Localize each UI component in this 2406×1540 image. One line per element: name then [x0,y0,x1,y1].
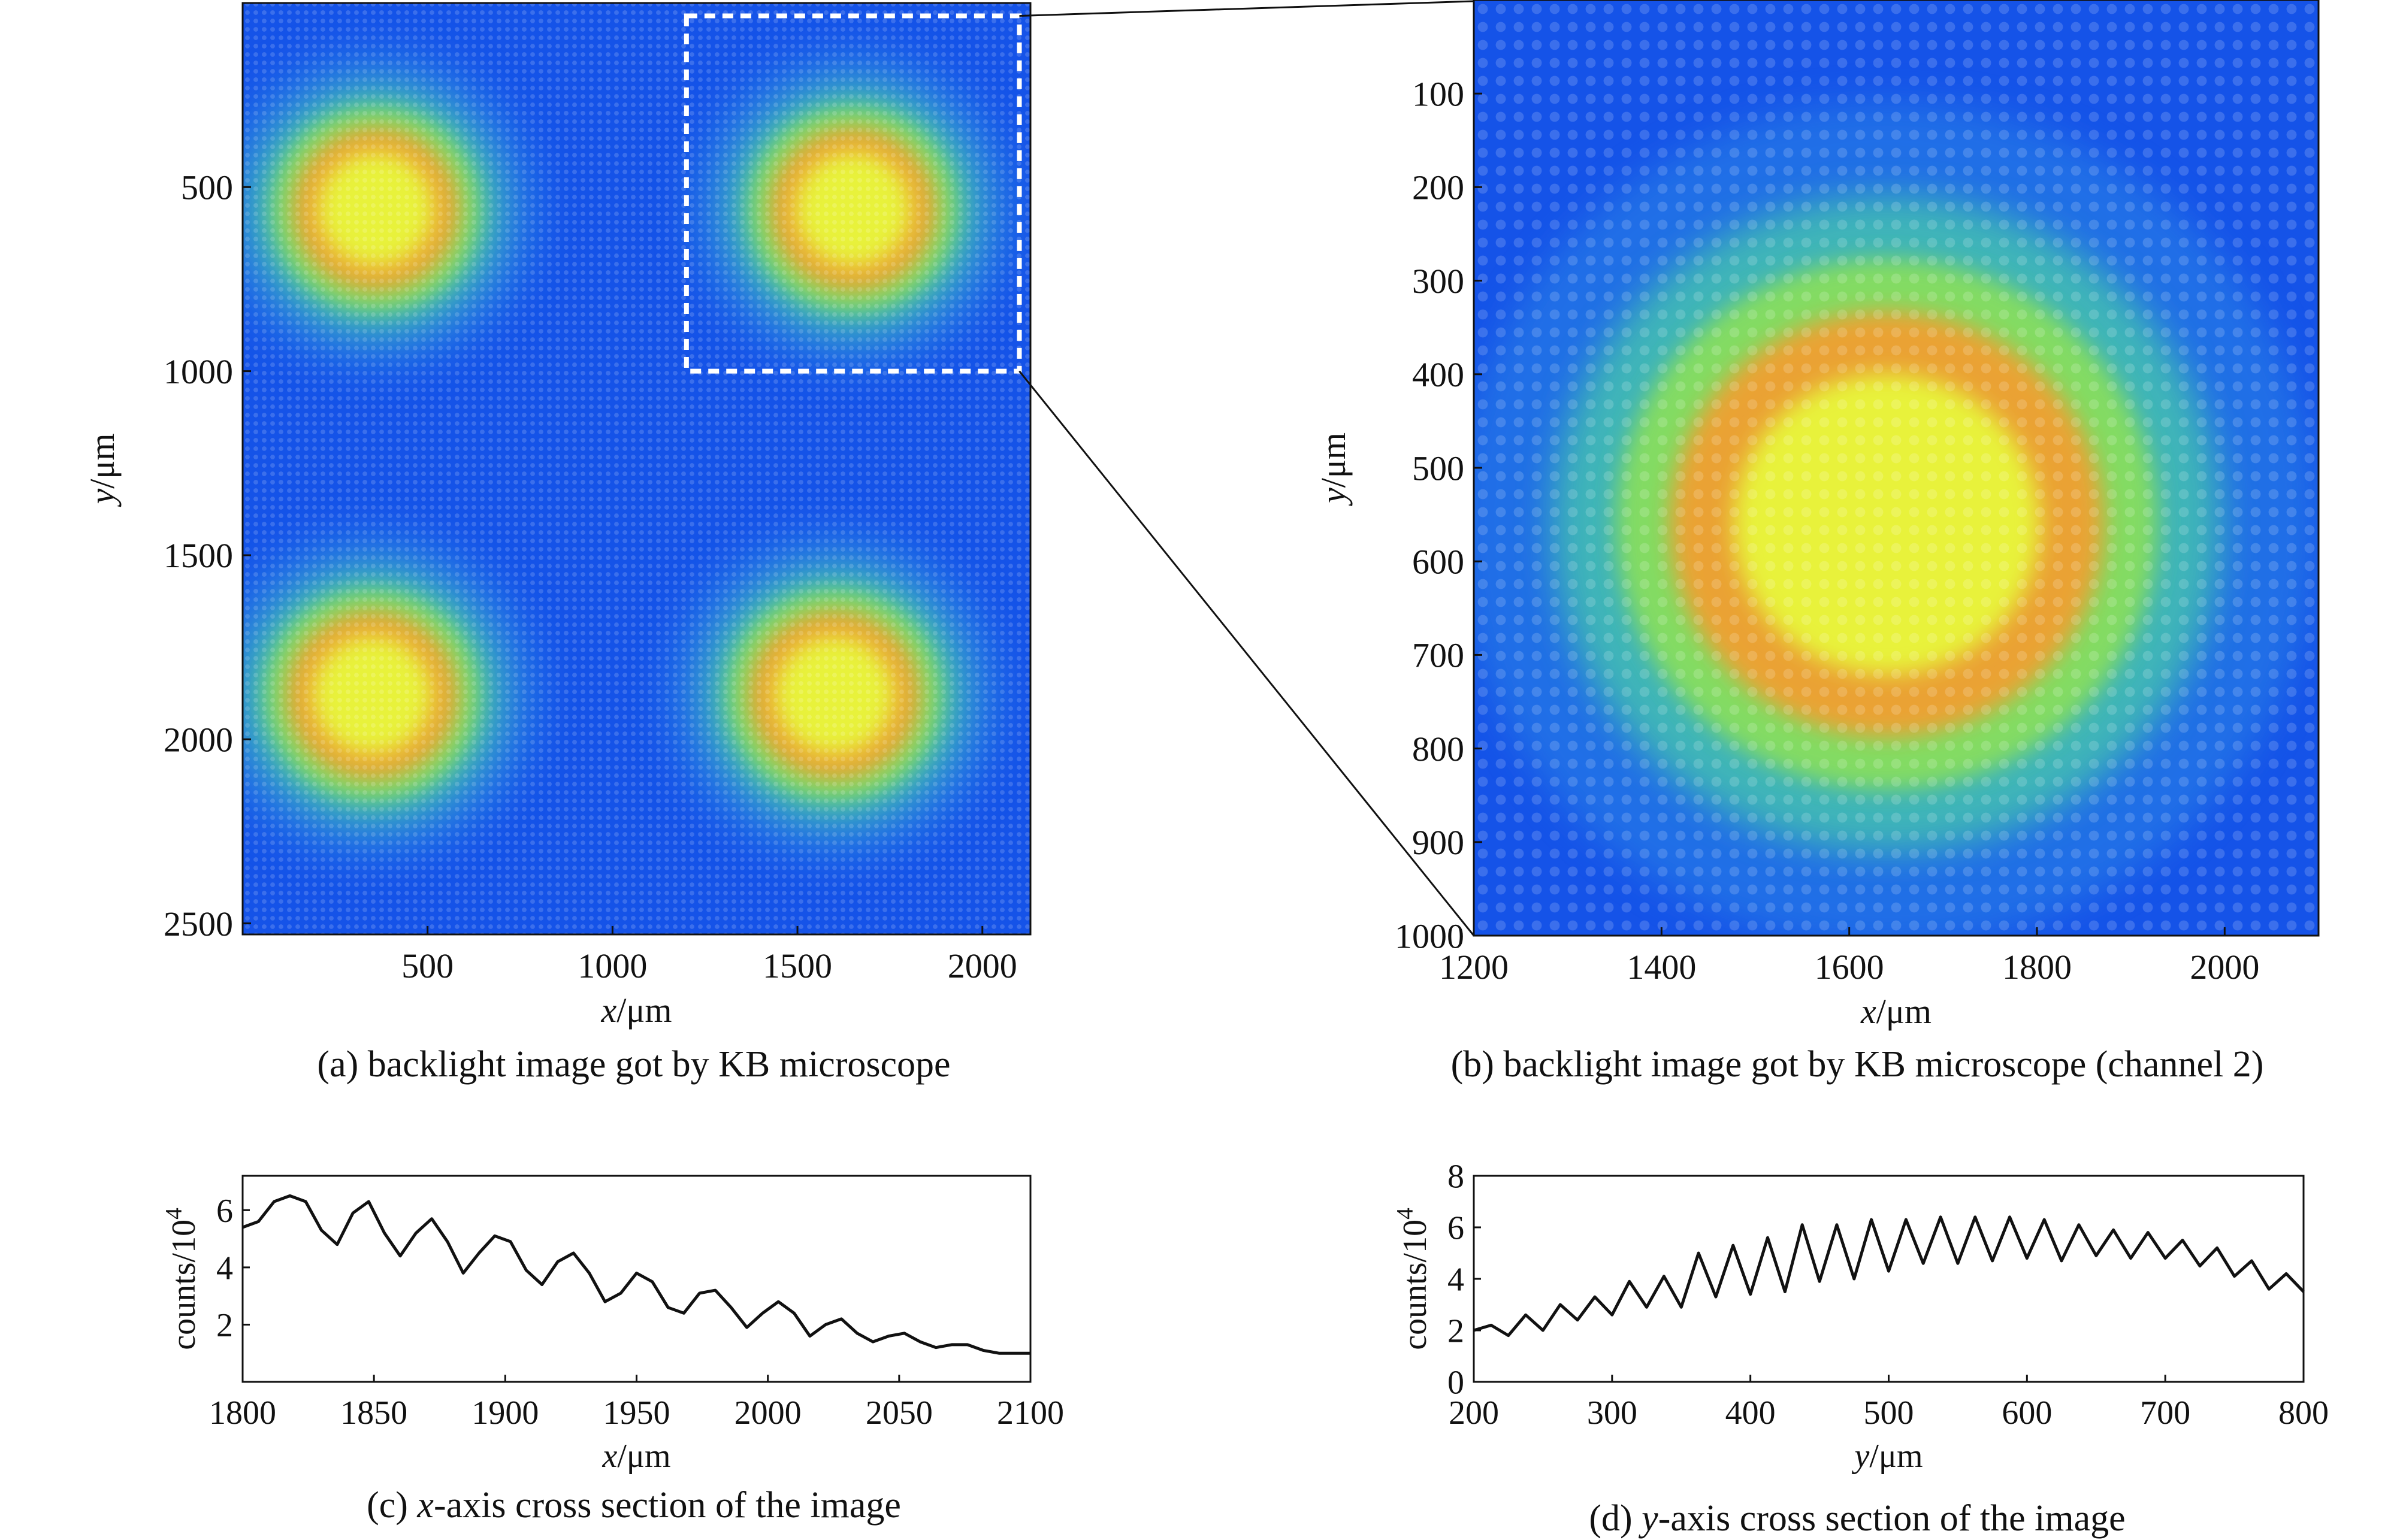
x-tick-label: 1800 [209,1394,276,1432]
y-axis-label: counts/104 [1392,1208,1434,1350]
heatmap-mesh-overlay [243,3,1030,934]
y-tick-label: 2 [216,1307,233,1344]
x-tick-label: 2000 [735,1394,802,1432]
x-tick-label: 800 [2278,1394,2329,1432]
y-tick-label: 200 [1412,168,1464,207]
y-tick-label: 2 [1447,1313,1464,1350]
y-tick-label: 900 [1412,823,1464,862]
x-tick-label: 1850 [340,1394,407,1432]
x-tick-label: 2000 [2190,948,2259,987]
x-tick-label: 2100 [997,1394,1064,1432]
y-tick-label: 4 [216,1249,233,1287]
y-tick-label: 1500 [164,536,233,575]
x-tick-label: 1200 [1439,948,1509,987]
x-tick-label: 200 [1449,1394,1499,1432]
y-axis-label: y/μm [1314,432,1353,506]
heatmap-mesh-overlay [1474,0,2319,936]
zoom-connector-bottom [1018,370,1475,936]
x-tick-label: 600 [2002,1394,2052,1432]
panel-b-zoomed-image: 1200 1400 1600 1800 2000 100 200 300 400 500 600 70… [1314,0,2320,1031]
panel-a-backlight-image: 500 1000 1500 20005001000150020002500x/μmy/… [83,2,1032,1030]
x-tick-label: 1950 [603,1394,670,1432]
y-tick-label: 500 [1412,449,1464,488]
y-axis-label-var: y [1314,488,1353,506]
zoom-connector-top [1019,0,1474,17]
x-tick-label: 1900 [471,1394,539,1432]
heatmap-layer [243,3,1030,934]
y-axis-label-exponent: 4 [161,1208,187,1220]
x-axis-label-unit: /μm [1876,992,1932,1031]
y-axis-label-var: y [83,489,122,507]
y-tick-label: 6 [1447,1210,1464,1247]
panel-c-x-cross-section: 1800 1850 1900 1950 2000 2050 2100 2 4 6 x/μm count… [161,1175,1064,1475]
y-axis-label-unit: /μm [83,433,122,488]
y-axis-label-text: counts/10 [1397,1220,1434,1350]
y-tick-label: 400 [1412,355,1464,394]
y-tick-label: 100 [1412,75,1464,114]
y-tick-label: 8 [1447,1158,1464,1196]
y-tick-label: 800 [1412,730,1464,769]
heatmap-layer [1474,0,2319,936]
y-tick-label: 0 [1447,1364,1464,1402]
x-axis-label-var: x [1860,992,1876,1031]
x-axis-label-var: x [600,991,616,1030]
x-tick-label: 1000 [578,946,647,985]
x-axis-label-unit: /μm [617,1438,670,1475]
x-axis-label-var: y [1852,1438,1870,1475]
x-tick-label: 500 [1864,1394,1914,1432]
x-tick-label: 400 [1725,1394,1776,1432]
caption-b: (b) backlight image got by KB microscope… [1450,1044,2264,1085]
y-tick-label: 2500 [164,904,233,943]
x-axis-label-unit: /μm [616,991,672,1030]
y-axis-label: y/μm [83,433,122,507]
x-tick-label: 2050 [866,1394,933,1432]
x-axis-label: x/μm [602,1438,671,1475]
y-axis-label-text: counts/10 [165,1220,202,1350]
zoom-region-box [684,13,1022,374]
y-tick-label: 500 [181,168,233,207]
caption-c: (c) x-axis cross section of the image [367,1485,901,1526]
x-axis-label: y/μm [1852,1438,1923,1475]
x-tick-label: 300 [1587,1394,1637,1432]
x-tick-label: 1600 [1815,948,1884,987]
y-axis-label-exponent: 4 [1392,1208,1418,1220]
series-line [1473,1215,2305,1338]
y-tick-label: 600 [1412,543,1464,582]
caption-d: (d) y-axis cross section of the image [1589,1498,2126,1539]
x-tick-label: 1800 [2002,948,2072,987]
plot-frame [241,2,1032,936]
y-axis-label: counts/104 [161,1208,202,1350]
x-tick-label: 700 [2140,1394,2190,1432]
y-tick-label: 700 [1412,636,1464,675]
x-tick-label: 1500 [763,946,832,985]
x-axis-label-var: x [602,1438,618,1475]
y-tick-label: 300 [1412,262,1464,301]
x-axis-label-unit: /μm [1869,1438,1923,1475]
y-tick-label: 1000 [164,352,233,391]
y-tick-label: 1000 [1395,916,1464,955]
x-axis-label: x/μm [1860,992,1932,1031]
x-tick-label: 2000 [948,946,1017,985]
plot-frame [1473,1175,2305,1383]
x-axis-label: x/μm [600,991,672,1030]
zoom-connector-lines [1018,0,1475,936]
x-tick-label: 500 [401,946,454,985]
series-line [242,1194,1030,1355]
caption-a: (a) backlight image got by KB microscope [317,1044,951,1085]
x-tick-label: 1400 [1627,948,1696,987]
y-axis-label-unit: /μm [1314,432,1353,488]
y-tick-label: 4 [1447,1261,1464,1299]
y-tick-label: 6 [216,1193,233,1230]
y-tick-label: 2000 [164,721,233,760]
